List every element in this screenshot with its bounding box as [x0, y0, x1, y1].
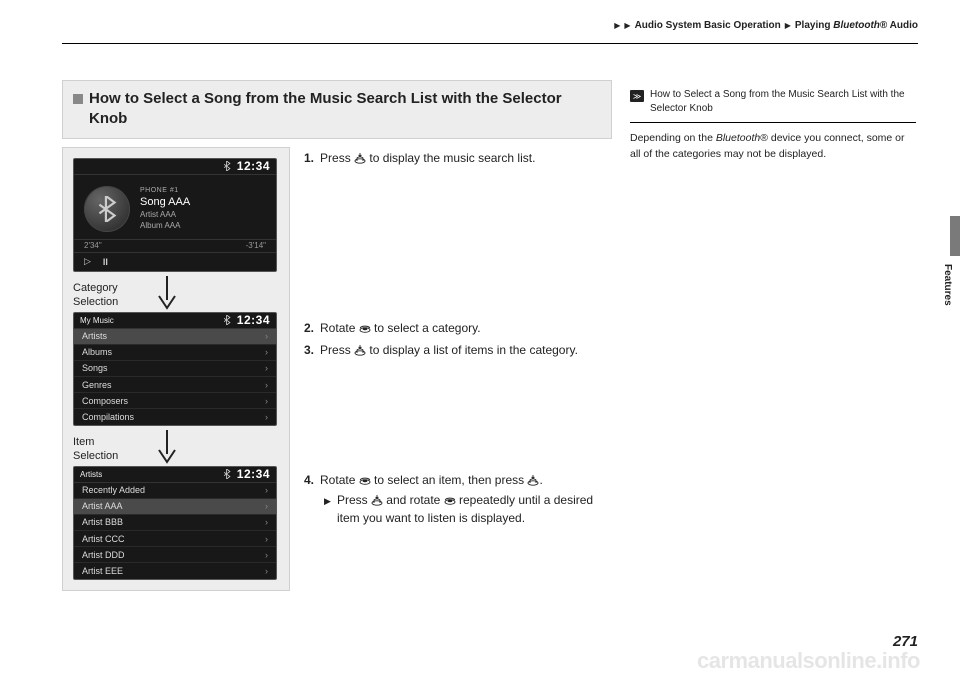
artist-name: Artist AAA	[140, 210, 190, 219]
chevron-right-icon: ›	[265, 534, 268, 544]
chevron-right-icon: ›	[265, 331, 268, 341]
item-selection-label: Item Selection	[73, 436, 143, 464]
screen-title: Artists	[80, 470, 102, 479]
chevron-right-icon: ›	[265, 396, 268, 406]
chevron-right-icon: ›	[265, 347, 268, 357]
list-item: Artist BBB›	[74, 515, 276, 531]
clock: 12:34	[237, 159, 270, 173]
bluetooth-icon	[223, 161, 231, 171]
phone-label: PHONE #1	[140, 187, 190, 194]
chevron-right-icon: ›	[265, 485, 268, 495]
clock: 12:34	[237, 467, 270, 481]
header-rule	[62, 43, 918, 44]
list-item: Genres›	[74, 377, 276, 393]
breadcrumb-marker: ▶	[785, 21, 791, 30]
category-selection-label: Category Selection	[73, 282, 143, 310]
bluetooth-icon	[223, 315, 231, 325]
step-1: 1. Press to display the music search lis…	[304, 149, 604, 167]
step-3: 3. Press to display a list of items in t…	[304, 341, 604, 359]
chevron-right-icon: ›	[265, 550, 268, 560]
list-item: Artist EEE›	[74, 563, 276, 578]
screens-panel: 12:34 PHONE #1 Song AAA Artist AAA Album…	[62, 147, 290, 591]
down-arrow-icon	[153, 428, 181, 464]
heading-bullet-icon	[73, 94, 83, 104]
press-knob-icon	[371, 494, 383, 506]
list-item: Artist CCC›	[74, 531, 276, 547]
item-list-screen: Artists 12:34 Recently Added›Artist AAA›…	[73, 466, 277, 580]
song-title: Song AAA	[140, 196, 190, 208]
press-knob-icon	[354, 152, 366, 164]
list-item: Albums›	[74, 345, 276, 361]
list-item: Artist DDD›	[74, 547, 276, 563]
step-2: 2. Rotate to select a category.	[304, 319, 604, 337]
album-name: Album AAA	[140, 221, 190, 230]
bluetooth-icon	[223, 469, 231, 479]
rotate-knob-icon	[444, 494, 456, 506]
remaining-time: -3'14"	[246, 241, 266, 250]
chevron-right-icon: ›	[265, 501, 268, 511]
info-icon: ≫	[630, 90, 644, 102]
list-item: Artists›	[74, 329, 276, 345]
breadcrumb: ▶ ▶ Audio System Basic Operation ▶ Playi…	[614, 20, 918, 31]
rotate-knob-icon	[359, 474, 371, 486]
press-knob-icon	[527, 474, 539, 486]
press-knob-icon	[354, 344, 366, 356]
pause-icon: II	[103, 257, 108, 267]
list-item: Compilations›	[74, 409, 276, 424]
now-playing-screen: 12:34 PHONE #1 Song AAA Artist AAA Album…	[73, 158, 277, 272]
elapsed-time: 2'34"	[84, 241, 102, 250]
chevron-right-icon: ›	[265, 412, 268, 422]
side-note: ≫ How to Select a Song from the Music Se…	[630, 88, 916, 163]
section-heading: How to Select a Song from the Music Sear…	[62, 80, 612, 139]
play-icon: ▷	[84, 256, 91, 267]
breadcrumb-subsection: Playing Bluetooth® Audio	[795, 20, 918, 31]
main-column: How to Select a Song from the Music Sear…	[62, 80, 612, 591]
category-list-screen: My Music 12:34 Artists›Albums›Songs›Genr…	[73, 312, 277, 426]
rotate-knob-icon	[359, 322, 371, 334]
section-tab-label: Features	[942, 264, 953, 306]
list-item: Recently Added›	[74, 483, 276, 499]
screen-title: My Music	[80, 316, 114, 325]
chevron-right-icon: ›	[265, 363, 268, 373]
step-4-sub: ▶ Press and rotate repeatedly until a de…	[320, 491, 604, 527]
steps-column: 1. Press to display the music search lis…	[304, 147, 604, 531]
list-item: Songs›	[74, 361, 276, 377]
side-note-title: How to Select a Song from the Music Sear…	[650, 88, 916, 116]
album-art-bluetooth-icon	[84, 186, 130, 232]
list-item: Artist AAA›	[74, 499, 276, 515]
breadcrumb-marker: ▶	[614, 21, 620, 30]
section-tab: Features	[934, 216, 960, 306]
chevron-right-icon: ›	[265, 566, 268, 576]
breadcrumb-marker: ▶	[624, 21, 630, 30]
watermark: carmanualsonline.info	[697, 648, 920, 674]
list-item: Composers›	[74, 393, 276, 409]
heading-text: How to Select a Song from the Music Sear…	[89, 89, 599, 130]
chevron-right-icon: ›	[265, 380, 268, 390]
down-arrow-icon	[153, 274, 181, 310]
side-note-body: Depending on the Bluetooth® device you c…	[630, 131, 916, 163]
chevron-right-icon: ›	[265, 517, 268, 527]
breadcrumb-section: Audio System Basic Operation	[635, 20, 781, 31]
step-4: 4. Rotate to select an item, then press …	[304, 471, 604, 527]
clock: 12:34	[237, 313, 270, 327]
